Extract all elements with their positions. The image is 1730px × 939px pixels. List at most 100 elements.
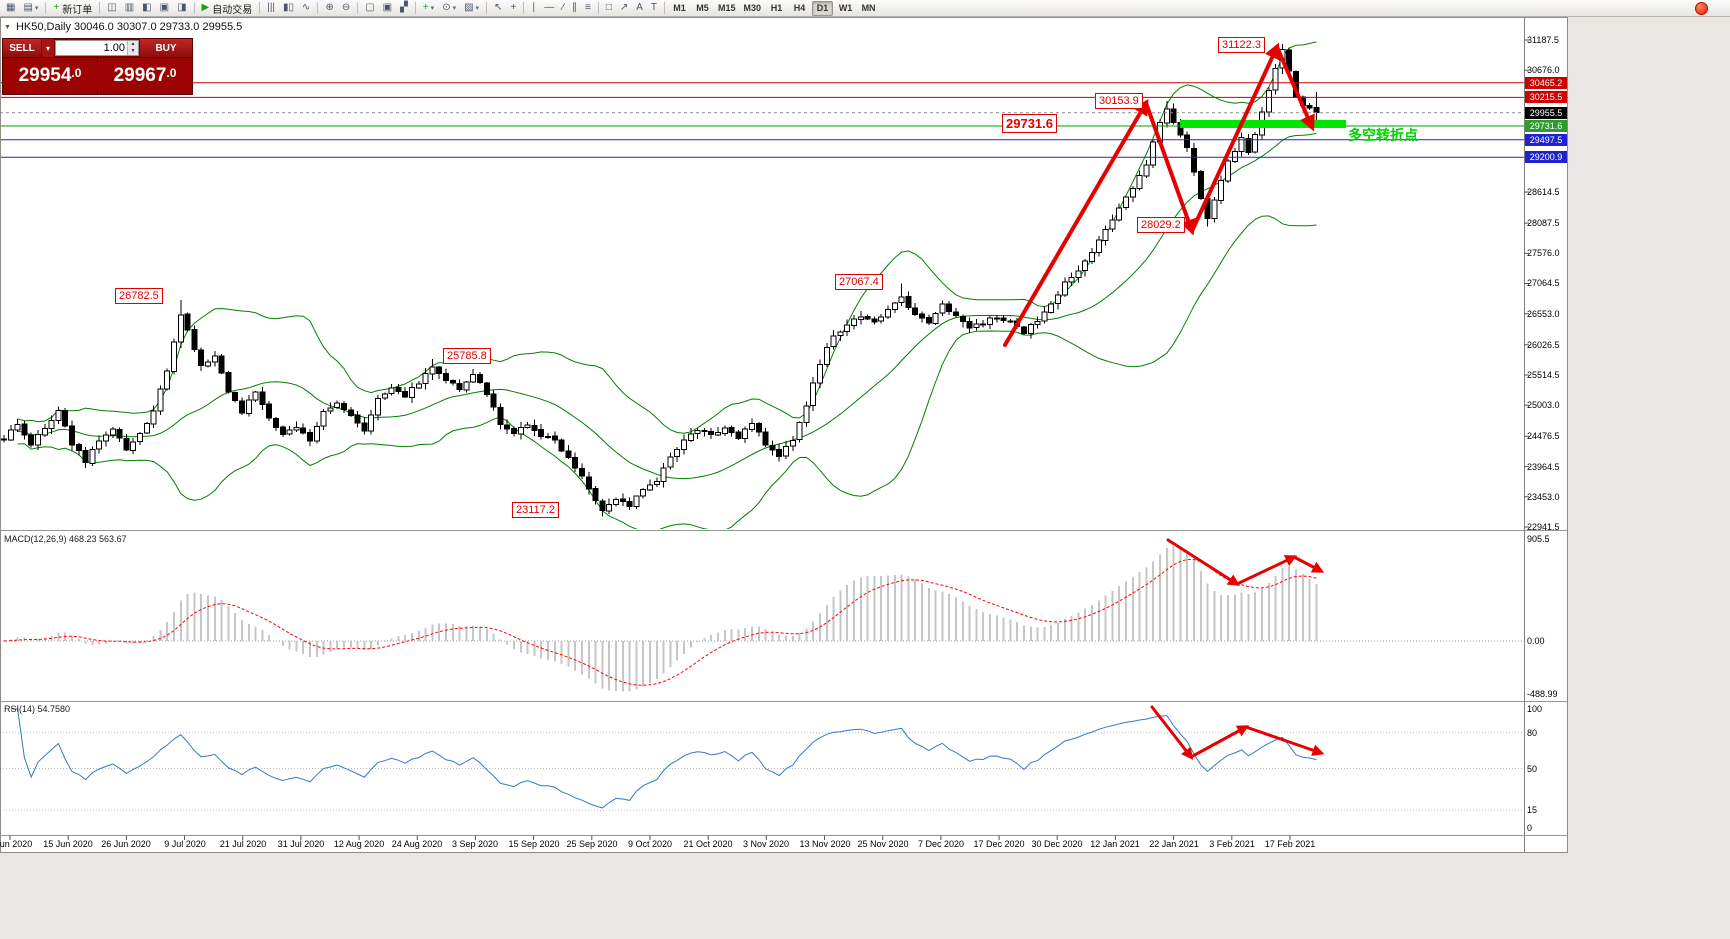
volume-stepper[interactable]: ▲ ▼	[127, 41, 138, 55]
timeframe-w1[interactable]: W1	[838, 3, 853, 13]
arrows-icon[interactable]: ↗	[616, 1, 632, 16]
market-watch-icon[interactable]: ◫	[103, 1, 120, 16]
timeframe-m15[interactable]: M15	[718, 3, 736, 13]
sell-button[interactable]: SELL	[3, 39, 41, 57]
data-window-icon[interactable]: ▥	[121, 1, 138, 16]
stepper-up-icon[interactable]: ▲	[128, 41, 138, 48]
text-icon[interactable]: A	[632, 1, 647, 16]
axis-date-label: 12 Aug 2020	[333, 839, 385, 849]
zoom-in-icon[interactable]: ⊕	[321, 1, 337, 16]
autotrading-button[interactable]: ▶ 自动交易	[198, 1, 257, 16]
periods-icon[interactable]: ⊙ ▾	[438, 1, 460, 16]
cascade-windows-icon[interactable]: ▣	[379, 1, 396, 16]
volume-value: 1.00	[103, 42, 125, 54]
zoom-in-icon: ⊕	[325, 2, 334, 13]
price-annotation[interactable]: 29731.6	[1002, 114, 1057, 133]
trend-arrow[interactable]	[1144, 101, 1196, 236]
notification-icon[interactable]	[1695, 2, 1708, 15]
trend-arrow[interactable]	[1003, 98, 1149, 347]
stepper-down-icon[interactable]: ▼	[128, 48, 138, 55]
channel-icon[interactable]: ∥	[568, 1, 581, 16]
macd-trend-arrow[interactable]	[1292, 555, 1325, 573]
autotrading-button-label: 自动交易	[212, 4, 253, 16]
trendline-icon[interactable]: ∕	[558, 1, 568, 16]
timeframe-m1[interactable]: M1	[673, 3, 686, 13]
sell-price-button[interactable]: 29954.0	[3, 58, 97, 94]
horizontal-line-icon[interactable]: —	[540, 1, 558, 16]
text-label-icon[interactable]: T	[647, 1, 661, 16]
axis-price-label: 26026.5	[1527, 340, 1560, 350]
strategy-tester-icon[interactable]: ◨	[173, 1, 190, 16]
sell-dropdown[interactable]: ▾	[41, 39, 54, 57]
new-chart-icon[interactable]: ▦	[2, 1, 19, 16]
buy-price-button[interactable]: 29967.0	[98, 58, 192, 94]
rsi-trend-arrow[interactable]	[1150, 705, 1194, 760]
rsi-trend-arrow[interactable]	[1189, 725, 1250, 759]
shapes-icon[interactable]: □	[602, 1, 616, 16]
price-annotation[interactable]: 26782.5	[115, 288, 163, 304]
templates-icon[interactable]: ▨ ▾	[460, 1, 483, 16]
line-chart-icon[interactable]: ∿	[298, 1, 314, 16]
timeframe-m5[interactable]: M5	[696, 3, 709, 13]
macd-trend-arrow[interactable]	[1166, 538, 1241, 586]
toolbar-separator	[414, 2, 416, 14]
terminal-icon[interactable]: ▣	[156, 1, 173, 16]
indicators-icon[interactable]: + ▾	[419, 1, 438, 16]
axis-date-label: 31 Jul 2020	[277, 839, 325, 849]
timeframe-d1[interactable]: D1	[812, 0, 834, 16]
cascade-windows-icon: ▣	[382, 2, 393, 13]
toolbar-separator	[486, 2, 488, 14]
price-annotation[interactable]: 27067.4	[835, 274, 883, 290]
volume-input[interactable]: 1.00 ▲ ▼	[55, 40, 139, 56]
axis-price-label: 23964.5	[1527, 462, 1560, 472]
shapes-icon: □	[605, 2, 612, 13]
trend-arrow[interactable]	[1275, 45, 1315, 132]
market-watch-icon: ◫	[107, 2, 117, 13]
price-annotation[interactable]: 31122.3	[1218, 37, 1265, 53]
price-annotation[interactable]: 23117.2	[512, 502, 559, 518]
timeframe-m30[interactable]: M30	[743, 3, 762, 13]
strategy-tester-icon: ◨	[177, 2, 187, 13]
new-order-button[interactable]: + 新订单	[49, 1, 96, 16]
axis-price-label: 28614.5	[1527, 187, 1560, 197]
arrange-icons-icon[interactable]: ▞	[396, 1, 412, 16]
fibonacci-icon[interactable]: ≡	[581, 1, 595, 16]
cursor-icon[interactable]: ↖	[490, 1, 506, 16]
toolbar-separator	[317, 2, 319, 14]
turning-point-note[interactable]: 多空转折点	[1348, 127, 1418, 143]
axis-date-label: 9 Oct 2020	[627, 839, 673, 849]
axis-price-label: 27064.5	[1527, 278, 1560, 288]
navigator-icon[interactable]: ◧	[138, 1, 155, 16]
axis-date-label: 21 Jul 2020	[219, 839, 267, 849]
price-line-tag: 30215.5	[1525, 91, 1567, 103]
buy-button[interactable]: BUY	[140, 39, 192, 57]
chart-profiles-icon[interactable]: ▤ ▾	[19, 1, 42, 16]
sell-price: 29954	[18, 65, 72, 86]
chevron-down-icon: ▾	[452, 5, 457, 12]
trend-arrow[interactable]	[1190, 42, 1280, 233]
bollinger-middle	[17, 132, 1317, 480]
axis-date-label: 25 Nov 2020	[857, 839, 909, 849]
tile-windows-icon[interactable]: ▢	[361, 1, 378, 16]
price-annotation[interactable]: 30153.9	[1095, 93, 1143, 109]
axis-date-label: 13 Nov 2020	[799, 839, 851, 849]
collapse-quote-panel-icon[interactable]: ▼	[4, 23, 11, 31]
zoom-out-icon[interactable]: ⊖	[338, 1, 354, 16]
support-zone-rect[interactable]	[1180, 120, 1346, 128]
crosshair-icon[interactable]: +	[506, 1, 520, 16]
rsi-line	[10, 708, 1317, 809]
price-annotation[interactable]: 25785.8	[443, 348, 491, 364]
candlestick-series	[1, 43, 1320, 517]
vertical-line-icon[interactable]: ∣	[527, 1, 540, 16]
bar-chart-icon[interactable]: |||	[263, 1, 279, 16]
timeframe-mn[interactable]: MN	[861, 3, 876, 13]
price-annotation[interactable]: 28029.2	[1137, 217, 1185, 233]
candlestick-chart-icon[interactable]: ▮▯	[279, 1, 298, 16]
timeframe-h1[interactable]: H1	[770, 3, 783, 13]
rsi-trend-arrow[interactable]	[1244, 725, 1325, 756]
timeframe-h4[interactable]: H4	[793, 3, 806, 13]
macd-trend-arrow[interactable]	[1235, 555, 1298, 586]
arrows-icon: ↗	[619, 2, 629, 13]
macd-scale-label: 905.5	[1527, 534, 1550, 544]
